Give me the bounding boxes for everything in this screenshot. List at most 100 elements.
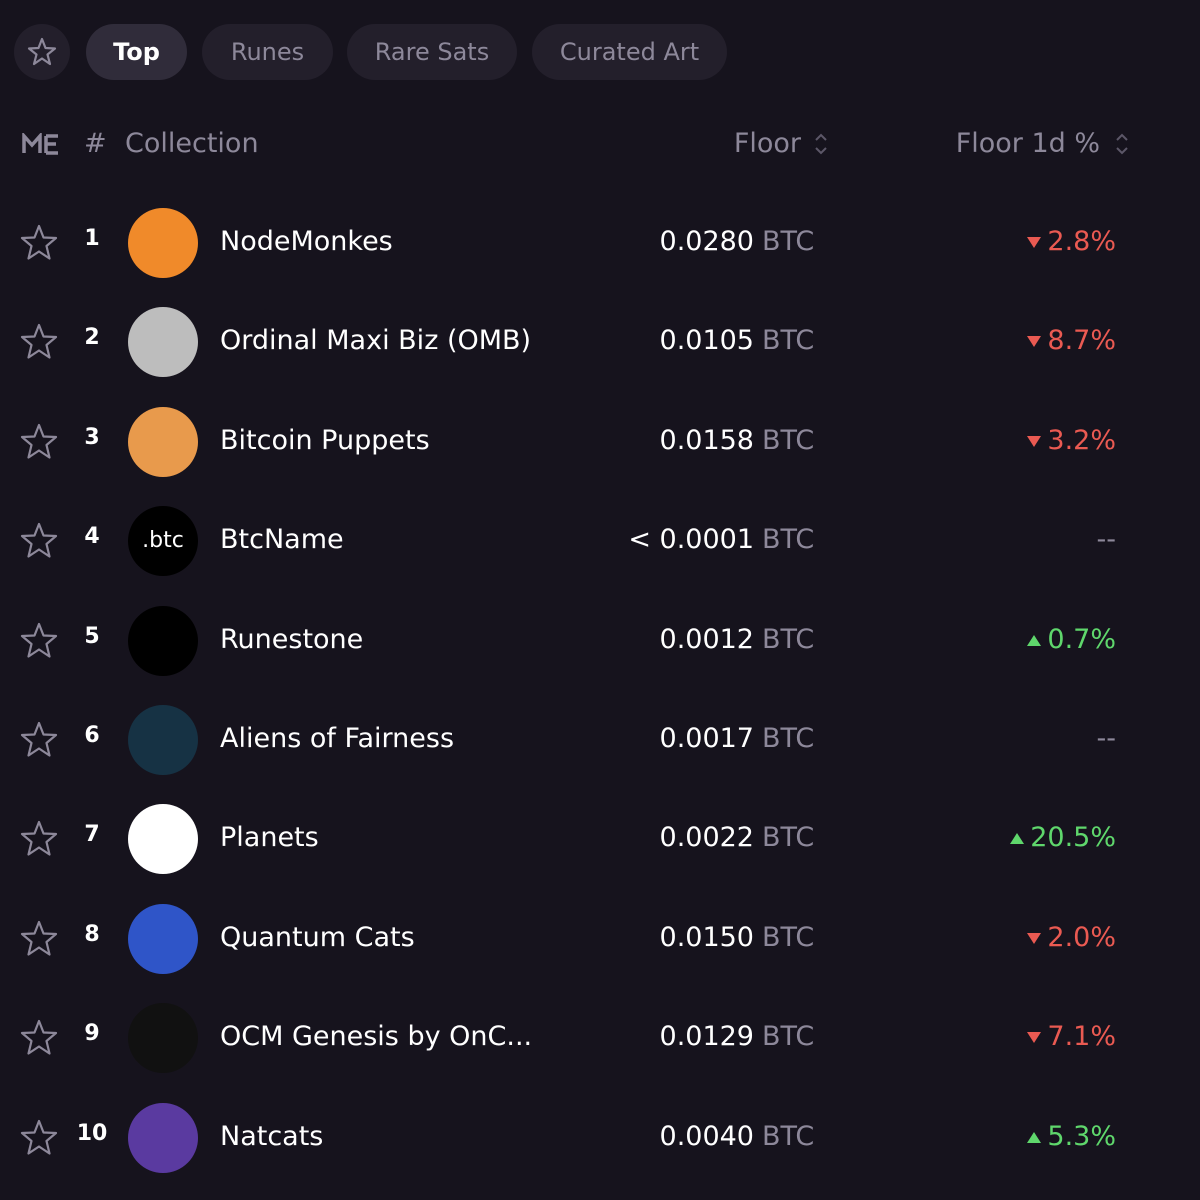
- favorite-button[interactable]: [19, 322, 59, 366]
- tab[interactable]: Rare Sats: [347, 24, 517, 80]
- sort-icon[interactable]: [1115, 131, 1129, 157]
- change-value: --: [1096, 524, 1117, 556]
- avatar: [128, 903, 198, 974]
- change-value: 0.7%: [1047, 623, 1116, 655]
- collection-name: Aliens of Fairness: [220, 723, 455, 754]
- favorite-button[interactable]: [19, 422, 59, 466]
- collection-row[interactable]: 4 .btc BtcName < 0.0001 BTC --: [0, 492, 1200, 591]
- floor-change: 0.7%: [1027, 622, 1116, 658]
- rank: 3: [84, 424, 100, 450]
- avatar: [128, 208, 198, 278]
- star-icon: [27, 37, 57, 66]
- avatar: [128, 406, 198, 477]
- collection-name: NodeMonkes: [220, 226, 393, 257]
- change-arrow: [1027, 336, 1042, 348]
- floor-price: 0.0158: [659, 424, 754, 456]
- floor-unit: BTC: [762, 325, 815, 357]
- favorite-button[interactable]: [19, 621, 59, 665]
- tab[interactable]: Top: [86, 24, 187, 80]
- rank: 5: [84, 623, 100, 649]
- collection-name: Runestone: [220, 623, 364, 655]
- rank: 10: [76, 1120, 108, 1146]
- floor-change: 20.5%: [1010, 820, 1116, 856]
- floor-unit: BTC: [762, 1120, 815, 1152]
- change-arrow: [1027, 237, 1042, 248]
- change-value: 20.5%: [1030, 822, 1116, 854]
- change-value: 3.2%: [1047, 424, 1116, 456]
- floor-price: 0.0022: [659, 822, 754, 854]
- favorite-button[interactable]: [19, 223, 59, 267]
- floor-change: 7.1%: [1027, 1019, 1116, 1055]
- floor-change: --: [1097, 522, 1117, 558]
- favorite-button[interactable]: [19, 819, 59, 863]
- change-arrow: [1027, 435, 1042, 447]
- floor-price: 0.0280: [659, 226, 754, 257]
- change-value: 2.0%: [1047, 921, 1116, 953]
- floor-unit: BTC: [762, 524, 815, 556]
- floor-price: 0.0129: [659, 1021, 754, 1053]
- favorite-button[interactable]: [19, 1018, 59, 1062]
- change-arrow: [1027, 634, 1042, 646]
- favorite-button[interactable]: [19, 720, 59, 764]
- change-value: --: [1096, 723, 1117, 754]
- collection-row[interactable]: 9 OCM Genesis by OnC... 0.0129 BTC 7.1%: [0, 989, 1200, 1088]
- star-icon: [20, 721, 58, 757]
- change-arrow: [1027, 932, 1042, 944]
- sort-icon[interactable]: [814, 131, 828, 157]
- avatar: [128, 1003, 198, 1074]
- change-header[interactable]: Floor 1d %: [955, 128, 1100, 159]
- avatar: [128, 804, 198, 875]
- floor-price: 0.0150: [659, 921, 754, 953]
- favorite-button[interactable]: [19, 521, 59, 565]
- collection-name: Natcats: [220, 1120, 324, 1152]
- favorite-button[interactable]: [19, 919, 59, 963]
- avatar: .btc: [128, 506, 198, 577]
- tab[interactable]: Runes: [202, 24, 333, 80]
- avatar: [128, 605, 198, 676]
- star-icon: [20, 920, 58, 956]
- star-icon: [20, 423, 58, 459]
- avatar: [128, 705, 198, 775]
- collection-row[interactable]: 1 NodeMonkes 0.0280 BTC 2.8%: [0, 194, 1200, 293]
- floor-price: 0.0012: [659, 623, 754, 655]
- collection-row[interactable]: 7 Planets 0.0022 BTC 20.5%: [0, 790, 1200, 889]
- floor-price: 0.0105: [659, 325, 754, 357]
- avatar: [128, 307, 198, 378]
- collection-name: OCM Genesis by OnC...: [220, 1021, 533, 1053]
- collection-name: Ordinal Maxi Biz (OMB): [220, 325, 532, 357]
- collection-row[interactable]: 8 Quantum Cats 0.0150 BTC 2.0%: [0, 890, 1200, 989]
- star-icon: [20, 224, 58, 260]
- collection-row[interactable]: 2 Ordinal Maxi Biz (OMB) 0.0105 BTC 8.7%: [0, 293, 1200, 392]
- favorites-button[interactable]: [14, 24, 70, 80]
- collection-name: Planets: [220, 822, 319, 854]
- tab[interactable]: Curated Art: [532, 24, 727, 80]
- favorite-button[interactable]: [19, 1118, 59, 1162]
- floor-price: < 0.0001: [628, 524, 754, 556]
- collection-row[interactable]: 5 Runestone 0.0012 BTC 0.7%: [0, 592, 1200, 691]
- collection-header: Collection: [125, 128, 259, 159]
- collection-row[interactable]: 10 Natcats 0.0040 BTC 5.3%: [0, 1089, 1200, 1188]
- change-value: 8.7%: [1047, 325, 1116, 357]
- floor-unit: BTC: [762, 1021, 815, 1053]
- star-icon: [20, 821, 58, 856]
- rank: 6: [84, 723, 100, 748]
- star-icon: [20, 622, 58, 658]
- change-arrow: [1027, 1131, 1042, 1143]
- floor-change: 5.3%: [1027, 1119, 1116, 1155]
- floor-unit: BTC: [762, 623, 815, 655]
- star-icon: [20, 523, 58, 558]
- floor-change: 2.0%: [1027, 920, 1116, 956]
- star-icon: [20, 324, 58, 359]
- collection-name: Quantum Cats: [220, 921, 415, 953]
- rank: 2: [84, 325, 100, 351]
- floor-unit: BTC: [762, 921, 815, 953]
- floor-change: 3.2%: [1027, 423, 1116, 459]
- collection-row[interactable]: 6 Aliens of Fairness 0.0017 BTC --: [0, 691, 1200, 790]
- floor-header[interactable]: Floor: [733, 128, 801, 159]
- floor-unit: BTC: [762, 424, 815, 456]
- change-value: 7.1%: [1047, 1021, 1116, 1053]
- rank: 8: [84, 921, 100, 947]
- collection-row[interactable]: 3 Bitcoin Puppets 0.0158 BTC 3.2%: [0, 393, 1200, 492]
- collection-name: Bitcoin Puppets: [220, 424, 430, 456]
